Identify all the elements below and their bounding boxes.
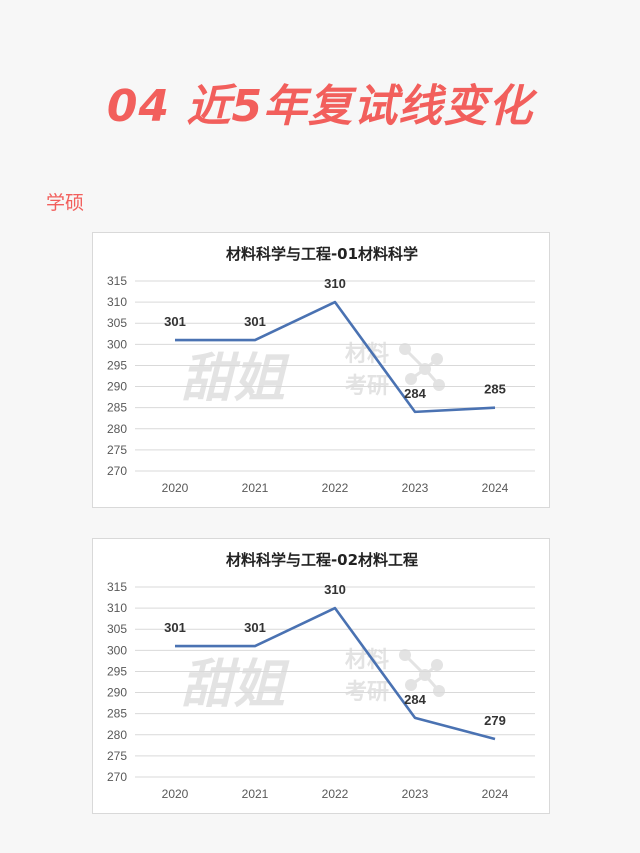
chart-card-1: 甜姐 材料 考研 材料科学与工程-01材料科学 270 275 280 285 290 295 30… — [92, 232, 550, 508]
chart-card-2: 甜姐 材料 考研 材料科学与工程-02材料工程 270 275 280 285 290 295 30… — [92, 538, 550, 814]
y-tick-label: 310 — [107, 601, 127, 615]
data-label: 310 — [324, 276, 346, 291]
data-label: 284 — [404, 386, 426, 401]
x-tick-label: 2023 — [402, 481, 429, 495]
line-chart-1: 甜姐 材料考研材料科学与工程-01材料科学27027528028529029530… — [107, 245, 535, 495]
watermark-node — [419, 669, 431, 681]
watermark-node — [431, 353, 443, 365]
y-tick-label: 295 — [107, 358, 127, 372]
y-tick-label: 275 — [107, 749, 127, 763]
watermark-node — [405, 679, 417, 691]
watermark-node — [399, 343, 411, 355]
y-tick-label: 285 — [107, 401, 127, 415]
y-tick-label: 280 — [107, 728, 127, 742]
watermark-node — [419, 363, 431, 375]
x-tick-label: 2022 — [322, 481, 349, 495]
watermark-logo-text: 甜姐 — [181, 655, 290, 715]
y-tick-label: 315 — [107, 580, 127, 594]
data-label: 301 — [244, 314, 266, 329]
x-tick-label: 2022 — [322, 787, 349, 801]
chart-title: 材料科学与工程-02材料工程 — [226, 551, 418, 569]
y-tick-label: 310 — [107, 295, 127, 309]
data-label: 279 — [484, 713, 506, 728]
watermark-logo-text: 甜姐 — [181, 349, 290, 409]
line-chart-2: 甜姐 材料考研材料科学与工程-02材料工程27027528028529029530… — [107, 551, 535, 801]
page-title: 04 近5年复试线变化 — [106, 81, 534, 132]
y-tick-label: 285 — [107, 707, 127, 721]
y-tick-label: 290 — [107, 380, 127, 394]
data-label: 284 — [404, 692, 426, 707]
y-tick-label: 290 — [107, 686, 127, 700]
watermark-node — [431, 659, 443, 671]
y-tick-label: 315 — [107, 274, 127, 288]
x-tick-label: 2023 — [402, 787, 429, 801]
watermark-node — [399, 649, 411, 661]
y-tick-label: 275 — [107, 443, 127, 457]
watermark-node — [405, 373, 417, 385]
x-tick-label: 2021 — [242, 787, 269, 801]
x-tick-label: 2024 — [482, 481, 509, 495]
data-label: 310 — [324, 582, 346, 597]
y-tick-label: 305 — [107, 316, 127, 330]
y-tick-label: 300 — [107, 643, 127, 657]
y-tick-label: 280 — [107, 422, 127, 436]
y-tick-label: 295 — [107, 664, 127, 678]
watermark-node — [433, 379, 445, 391]
data-label: 301 — [164, 620, 186, 635]
y-tick-label: 270 — [107, 464, 127, 478]
x-tick-label: 2020 — [162, 787, 189, 801]
y-tick-label: 270 — [107, 770, 127, 784]
watermark-node — [433, 685, 445, 697]
chart-title: 材料科学与工程-01材料科学 — [226, 245, 418, 263]
x-tick-label: 2024 — [482, 787, 509, 801]
data-label: 285 — [484, 382, 506, 397]
x-tick-label: 2020 — [162, 481, 189, 495]
y-tick-label: 305 — [107, 622, 127, 636]
data-label: 301 — [244, 620, 266, 635]
section-label: 学硕 — [46, 192, 85, 214]
data-label: 301 — [164, 314, 186, 329]
y-tick-label: 300 — [107, 337, 127, 351]
x-tick-label: 2021 — [242, 481, 269, 495]
